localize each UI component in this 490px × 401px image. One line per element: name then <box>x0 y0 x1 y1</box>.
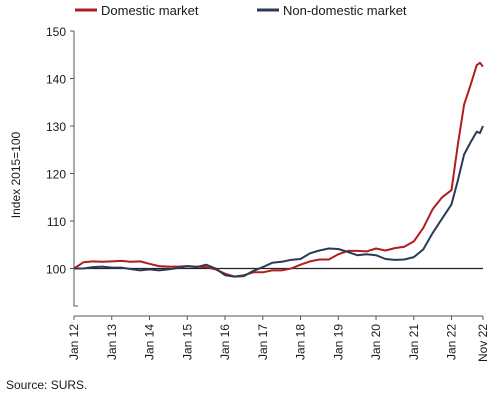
x-tick-label: Jan 15 <box>180 324 194 360</box>
y-tick-label: 120 <box>46 168 66 182</box>
x-tick-label: Jan 12 <box>67 324 81 360</box>
y-tick-label: 140 <box>46 73 66 87</box>
x-tick-label: Jan 20 <box>369 324 383 360</box>
y-tick-label: 100 <box>46 263 66 277</box>
x-tick-label: Jan 21 <box>407 324 421 360</box>
x-tick-label: Jan 16 <box>218 324 232 360</box>
x-tick-label: Jan 14 <box>143 324 157 360</box>
y-axis-title: Index 2015=100 <box>9 131 23 218</box>
x-tick-label: Jan 13 <box>105 324 119 360</box>
series-line-non-domestic <box>74 125 484 278</box>
y-tick-label: 130 <box>46 120 66 134</box>
series-line-domestic <box>73 61 484 278</box>
source-note: Source: SURS. <box>6 378 88 392</box>
legend-label-non-domestic: Non-domestic market <box>283 3 407 18</box>
legend-label-domestic: Domestic market <box>101 3 199 18</box>
x-tick-label: Jan 19 <box>331 324 345 360</box>
x-tick-label: Jan 17 <box>256 324 270 360</box>
x-tick-label: Jan 22 <box>445 324 459 360</box>
y-axis-break-mark <box>73 300 78 307</box>
x-tick-label: Jan 18 <box>294 324 308 360</box>
y-tick-label: 110 <box>47 215 66 229</box>
y-tick-label: 150 <box>46 25 66 39</box>
x-tick-label: Nov 22 <box>476 324 490 362</box>
